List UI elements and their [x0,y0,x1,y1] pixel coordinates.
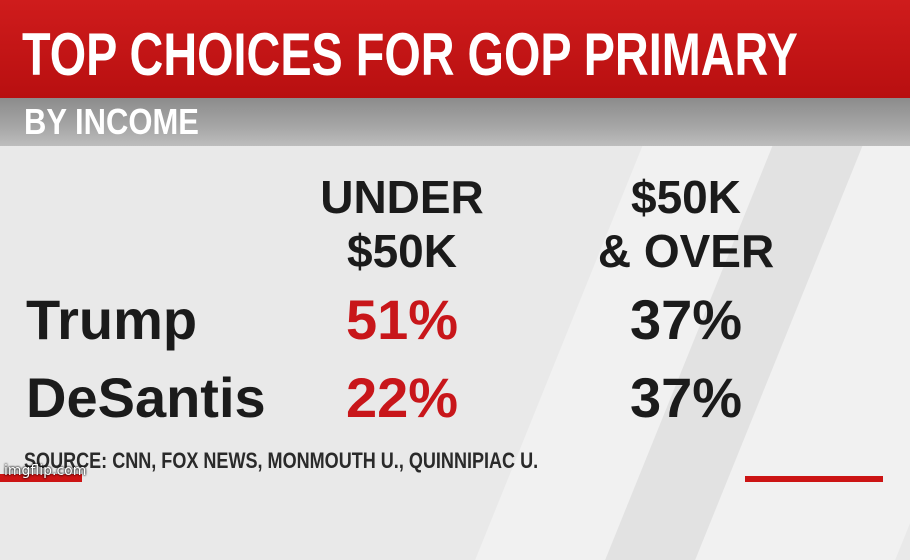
column-header-under-50k: UNDER $50K [292,170,512,278]
graphic-title: TOP CHOICES FOR GOP PRIMARY [22,21,798,88]
subtitle-banner: BY INCOME [0,98,910,146]
value-desantis-50k-over: 37% [629,366,743,429]
row-label-desantis: DeSantis [26,366,266,429]
bottom-accent-right [745,476,883,482]
column-header-line: & OVER [597,225,775,277]
title-banner: TOP CHOICES FOR GOP PRIMARY [0,0,910,98]
value-trump-50k-over: 37% [629,288,743,351]
column-header-line: $50K [631,171,741,223]
column-header-line: $50K [347,225,457,277]
value-desantis-under-50k: 22% [345,366,459,429]
bottom-accent-left [0,474,82,482]
watermark: imgflip.com [4,463,87,479]
column-header-50k-and-over: $50K & OVER [576,170,796,278]
value-trump-under-50k: 51% [345,288,459,351]
row-label-trump: Trump [26,288,198,351]
column-header-line: UNDER [320,171,484,223]
source-note: SOURCE: CNN, FOX NEWS, MONMOUTH U., QUIN… [24,448,539,473]
graphic-subtitle: BY INCOME [24,101,199,142]
